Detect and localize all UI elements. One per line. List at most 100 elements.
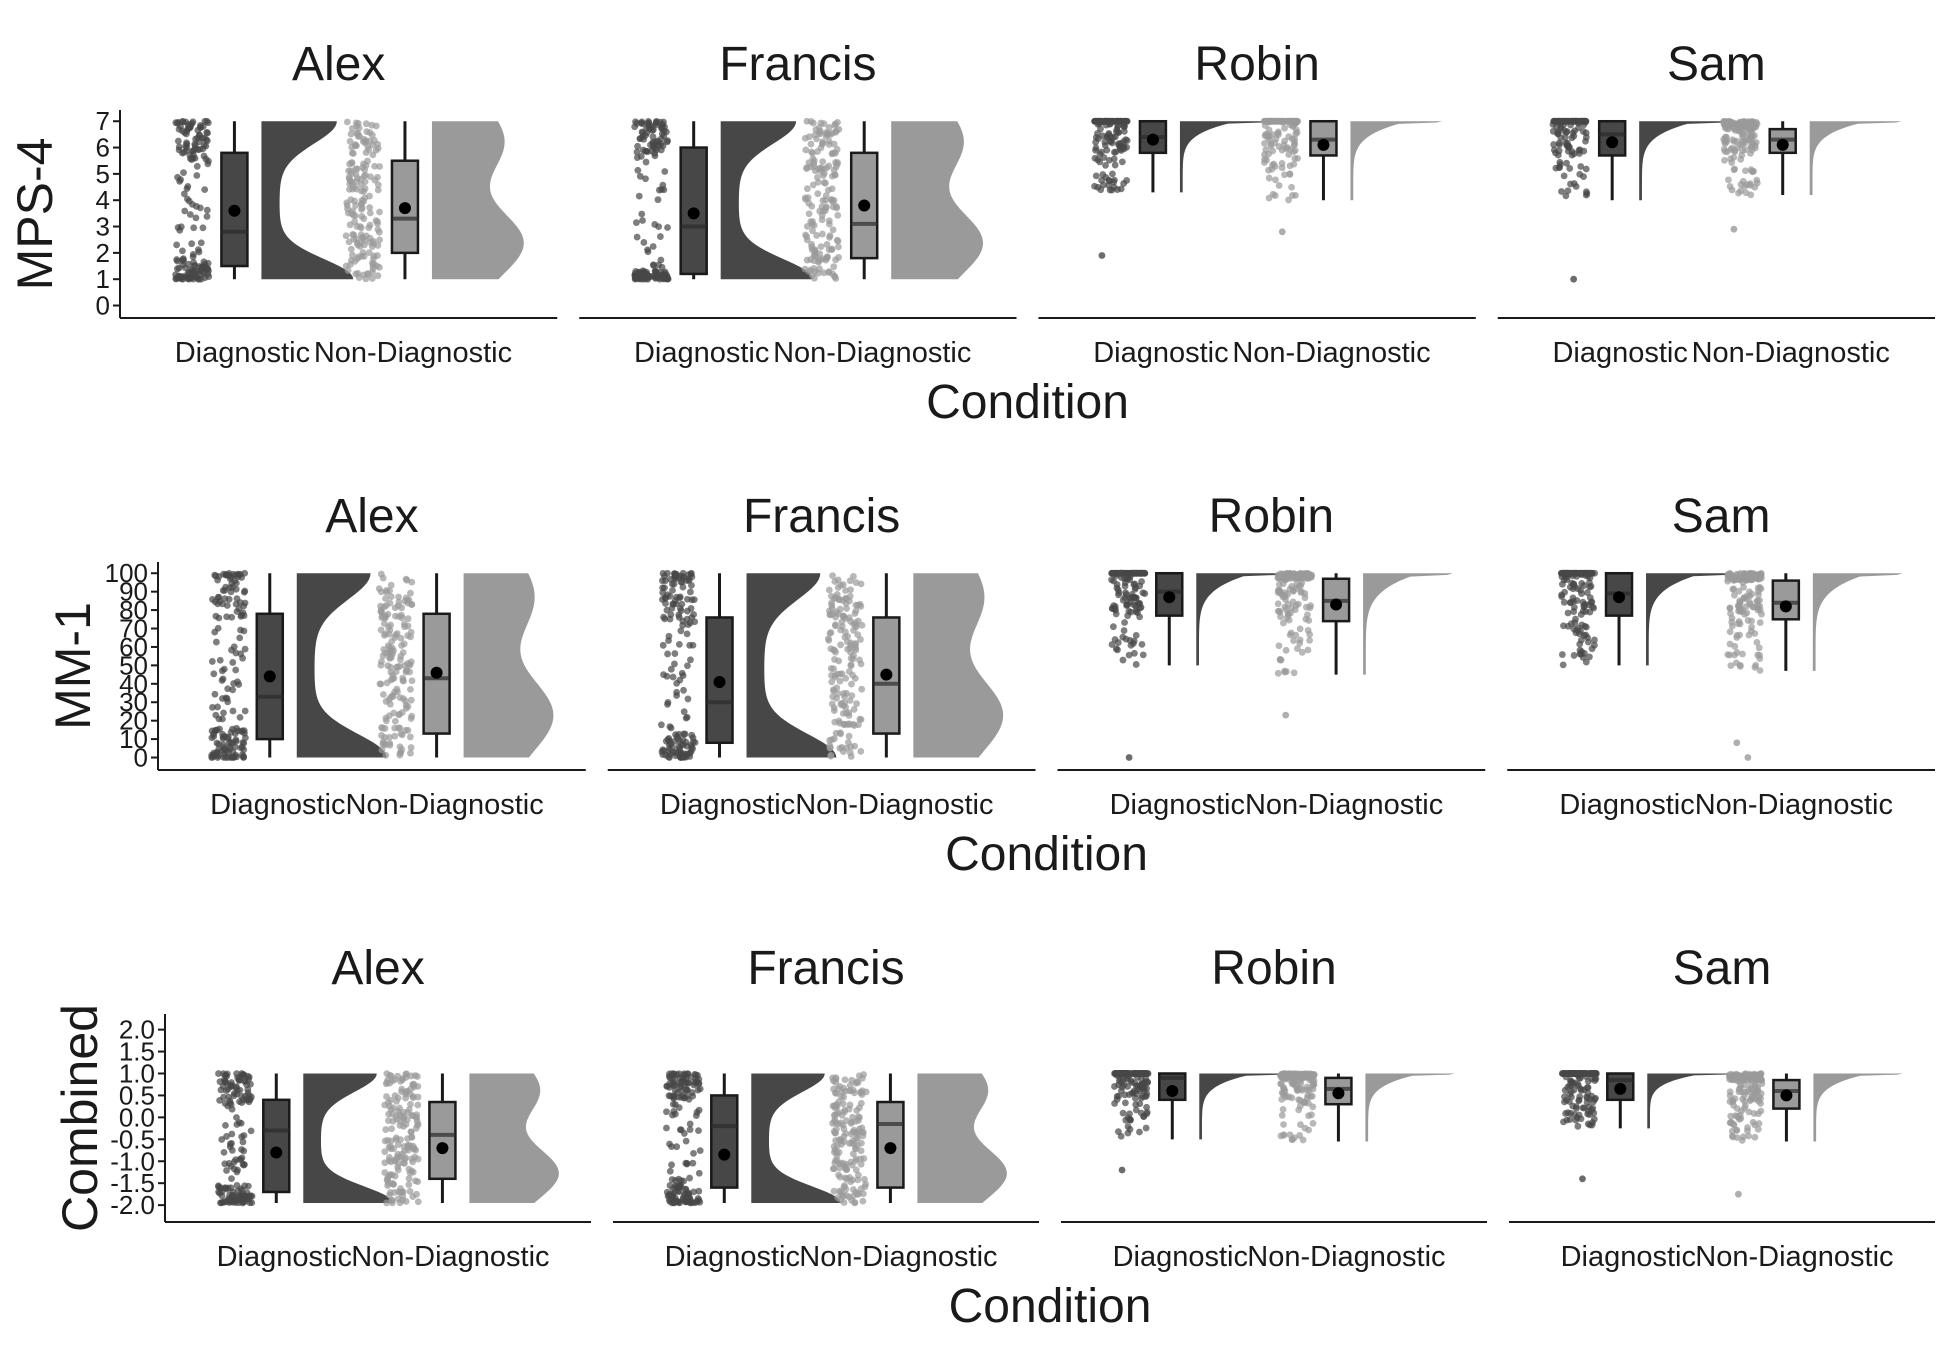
data-point [827, 752, 835, 760]
data-point [1755, 591, 1762, 599]
panel-francis: Francis Diagnostic Non-Diagnostic [607, 490, 1036, 821]
data-point [1751, 183, 1759, 191]
data-point [235, 681, 243, 688]
group-diagnostic: Diagnostic [1549, 117, 1732, 369]
data-point [1726, 1088, 1734, 1096]
data-point [179, 118, 186, 125]
data-point [676, 593, 684, 601]
data-point [407, 685, 414, 693]
data-point [233, 1168, 241, 1176]
data-point [696, 1085, 704, 1093]
data-point [215, 1070, 222, 1077]
data-point [1288, 1080, 1296, 1087]
y-tick-label: -1.0 [110, 1146, 155, 1176]
data-point [664, 700, 671, 708]
data-point [1739, 650, 1746, 658]
data-point [385, 1110, 393, 1118]
data-point [233, 1114, 240, 1121]
data-point [221, 1184, 229, 1192]
data-point [1275, 642, 1283, 650]
data-point [659, 142, 667, 150]
data-point [232, 736, 240, 744]
data-point [227, 1101, 235, 1108]
data-point [348, 125, 356, 132]
data-point [209, 596, 216, 603]
density-cloud [1365, 1073, 1455, 1142]
x-tick-label: Non-Diagnostic [1695, 1241, 1893, 1273]
data-point [1286, 170, 1294, 178]
y-tick-label: 2 [96, 238, 110, 268]
data-point [1301, 1124, 1309, 1132]
data-point [1143, 1103, 1150, 1111]
data-point [1731, 591, 1738, 599]
data-point [374, 226, 382, 233]
data-point [842, 1185, 850, 1193]
data-point [1102, 161, 1109, 169]
data-point [838, 1111, 846, 1119]
data-point [1113, 117, 1121, 125]
data-point [228, 753, 236, 761]
panel-sam: Sam Diagnostic Non-Diagnostic [1497, 38, 1935, 369]
panel-alex: Alex -2.0-1.5-1.0-0.50.00.51.01.52.0 Diagn… [110, 942, 591, 1273]
data-point [1582, 133, 1590, 141]
data-point [831, 121, 839, 129]
data-point [1131, 569, 1139, 577]
data-point [362, 275, 370, 283]
outlier-point [1282, 711, 1290, 719]
data-point [1588, 598, 1596, 606]
group-non-diagnostic: Non-Diagnostic [314, 118, 524, 369]
data-point [813, 173, 821, 181]
data-point [848, 1196, 856, 1204]
data-point [232, 666, 240, 674]
data-point [1586, 653, 1593, 661]
data-point [1303, 603, 1310, 611]
density-cloud [746, 573, 837, 758]
data-point [408, 578, 416, 586]
data-point [835, 1171, 842, 1179]
data-point [1297, 1121, 1304, 1128]
data-point [1727, 1119, 1735, 1126]
data-point [377, 680, 385, 688]
data-point [660, 118, 667, 126]
data-point [826, 611, 834, 619]
data-point [216, 598, 224, 605]
data-point [1132, 1106, 1140, 1114]
data-point [859, 1190, 867, 1198]
data-point [395, 598, 403, 606]
data-point [1564, 622, 1572, 630]
data-point [413, 1190, 420, 1198]
data-point [386, 1154, 393, 1161]
data-point [396, 694, 404, 701]
data-point [837, 641, 844, 649]
data-point [673, 570, 680, 578]
data-point [360, 135, 368, 143]
data-point [1142, 1124, 1150, 1132]
data-point [1738, 141, 1746, 148]
data-point [832, 1074, 840, 1082]
data-point [215, 1188, 222, 1196]
data-point [412, 1124, 420, 1132]
data-point [634, 142, 641, 150]
group-diagnostic: Diagnostic [1558, 1070, 1737, 1273]
data-point [1737, 1081, 1745, 1089]
density-cloud [720, 121, 813, 280]
data-point [1115, 1077, 1123, 1085]
panel-sam: Sam Diagnostic Non-Diagnostic [1509, 942, 1935, 1273]
data-point [840, 613, 848, 621]
data-point [636, 172, 644, 180]
data-point [407, 1128, 415, 1136]
data-point [803, 165, 810, 173]
data-point [840, 1093, 848, 1101]
data-point [1735, 587, 1743, 595]
data-point [850, 626, 857, 634]
data-point [1139, 651, 1147, 659]
data-point [402, 1198, 410, 1205]
data-point [1560, 172, 1568, 180]
data-point [1265, 174, 1273, 182]
data-point [665, 753, 672, 761]
data-point [217, 1086, 225, 1094]
data-point [1583, 1084, 1591, 1092]
data-point [857, 660, 865, 668]
data-point [229, 659, 237, 666]
data-point [215, 715, 223, 723]
